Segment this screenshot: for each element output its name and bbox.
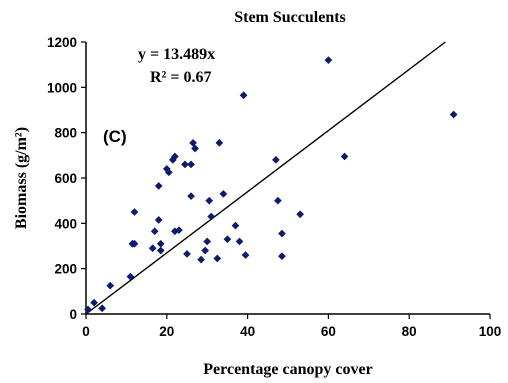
x-tick-label: 0 xyxy=(82,324,90,339)
data-point xyxy=(219,189,228,198)
data-point xyxy=(106,281,115,290)
data-point xyxy=(156,239,165,248)
chart-title: Stem Succulents xyxy=(234,9,346,26)
data-point xyxy=(277,252,286,261)
data-point xyxy=(156,246,165,255)
data-point xyxy=(98,304,107,313)
data-point xyxy=(213,254,222,263)
data-point xyxy=(215,138,224,147)
data-point xyxy=(90,298,99,307)
data-point xyxy=(205,196,214,205)
data-point xyxy=(189,138,198,147)
data-point xyxy=(191,144,200,153)
data-point xyxy=(201,246,210,255)
trendline-equation: y = 13.489x xyxy=(138,46,215,63)
data-point xyxy=(235,237,244,246)
data-point xyxy=(271,155,280,164)
y-tick-label: 200 xyxy=(54,262,77,277)
data-point xyxy=(187,160,195,169)
data-point xyxy=(181,160,189,169)
data-point xyxy=(84,305,92,314)
data-point xyxy=(239,91,248,100)
y-axis-label: Biomass (g/m²) xyxy=(13,127,30,229)
data-point xyxy=(207,212,216,221)
data-point xyxy=(183,249,191,258)
plot-axes xyxy=(85,42,490,315)
data-point xyxy=(223,235,232,244)
trendline xyxy=(85,41,446,315)
data-point xyxy=(126,272,135,281)
data-point xyxy=(164,168,173,177)
x-tick-label: 100 xyxy=(479,324,502,339)
x-tick-label: 60 xyxy=(321,324,336,339)
y-tick-label: 400 xyxy=(54,216,77,231)
data-point xyxy=(197,255,206,264)
data-point xyxy=(130,208,139,216)
data-point xyxy=(231,221,240,230)
data-point xyxy=(148,244,157,253)
r-squared-label: R² = 0.67 xyxy=(150,69,211,86)
data-point xyxy=(187,192,195,201)
data-point xyxy=(277,229,286,238)
data-point xyxy=(150,227,159,236)
data-point xyxy=(296,210,305,219)
data-point xyxy=(273,196,282,205)
x-axis-label: Percentage canopy cover xyxy=(203,361,372,378)
axis-ticks xyxy=(81,41,491,319)
data-point xyxy=(154,181,163,190)
data-points xyxy=(84,56,458,314)
y-tick-label: 1200 xyxy=(47,35,77,50)
data-point xyxy=(130,239,139,248)
data-point xyxy=(203,237,212,246)
x-tick-label: 40 xyxy=(240,324,255,339)
y-tick-label: 600 xyxy=(54,171,77,186)
data-point xyxy=(154,215,163,224)
data-point xyxy=(324,56,333,65)
data-point xyxy=(174,226,183,235)
trendline-group xyxy=(85,41,446,315)
data-point xyxy=(241,251,250,260)
panel-label: (C) xyxy=(103,127,127,146)
y-tick-label: 0 xyxy=(69,307,77,322)
data-point xyxy=(170,152,179,161)
x-tick-label: 80 xyxy=(402,324,417,339)
data-point xyxy=(449,110,458,119)
y-tick-label: 800 xyxy=(54,126,77,141)
y-tick-label: 1000 xyxy=(47,80,77,95)
data-point xyxy=(340,152,349,161)
x-tick-label: 20 xyxy=(159,324,174,339)
